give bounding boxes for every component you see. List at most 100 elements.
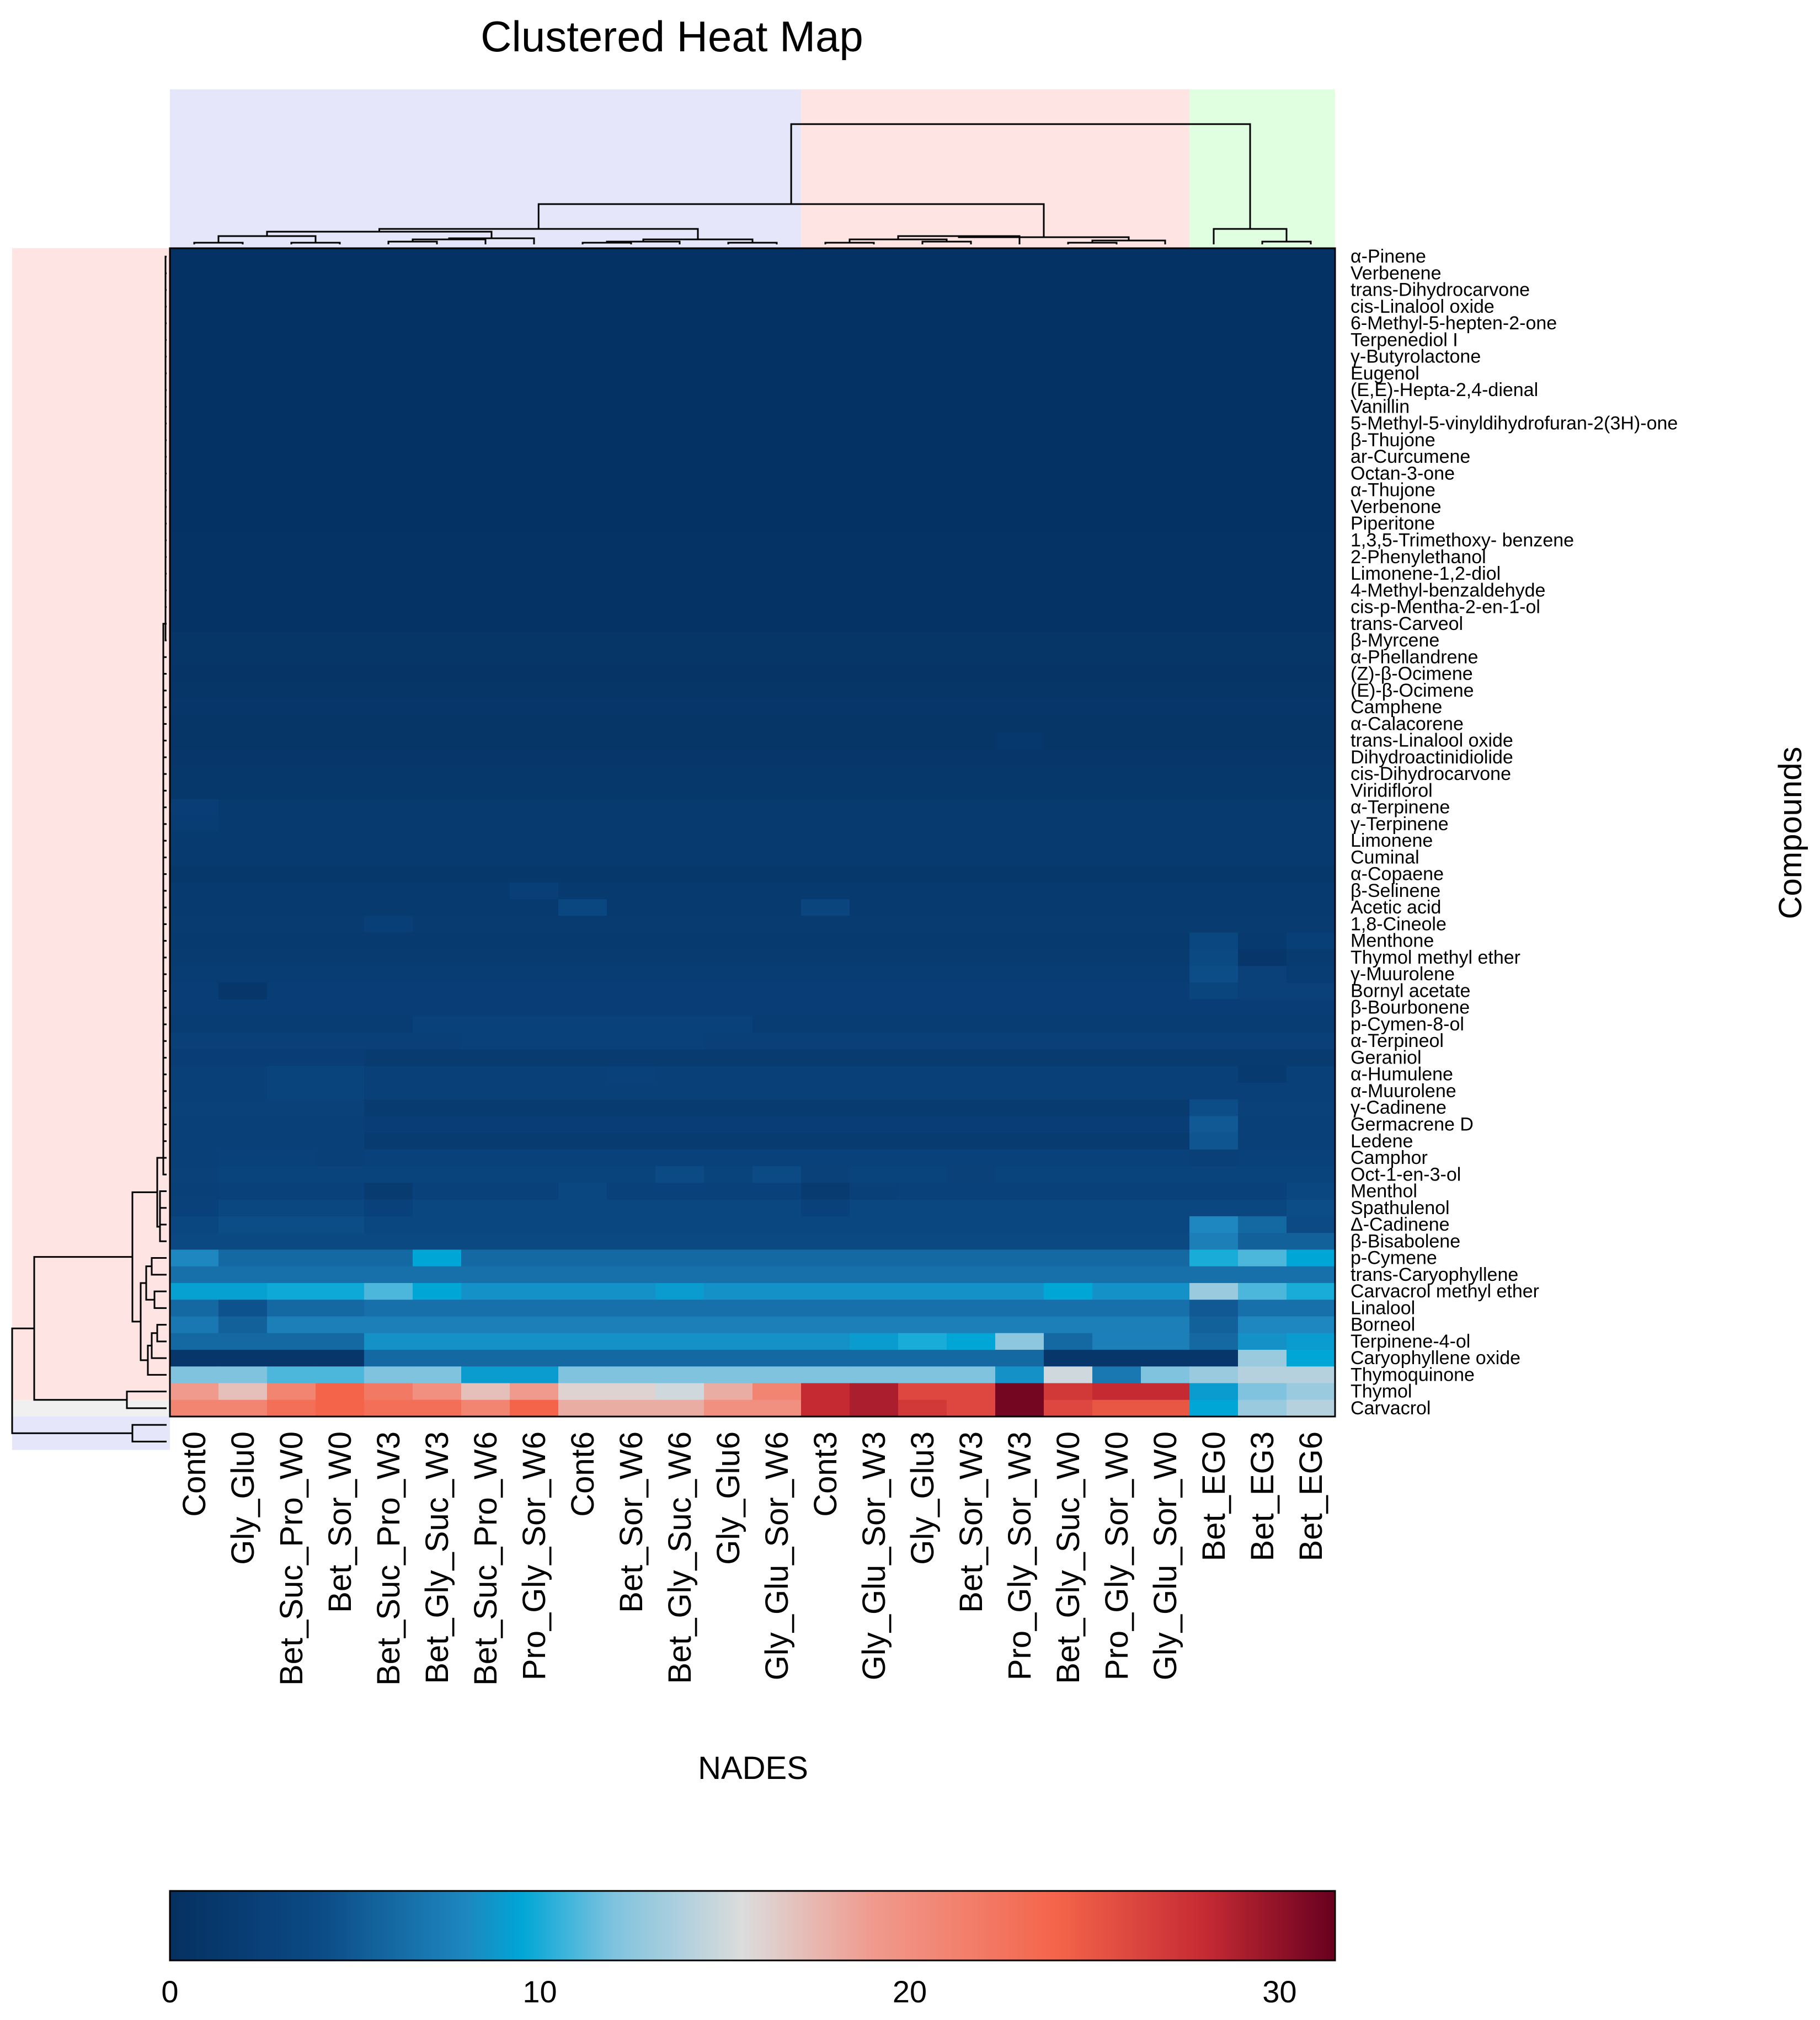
heatmap-cell <box>364 1132 413 1150</box>
row-label: β-Bisabolene <box>1351 1231 1460 1252</box>
heatmap-cell <box>170 782 219 800</box>
heatmap-cell <box>170 332 219 349</box>
heatmap-cell <box>1141 782 1190 800</box>
heatmap-cell <box>558 532 607 549</box>
heatmap-cell <box>1092 1266 1141 1284</box>
heatmap-cell <box>170 1116 219 1134</box>
heatmap-cell <box>1287 832 1336 849</box>
heatmap-cell <box>704 382 753 399</box>
heatmap-cell <box>1287 1132 1336 1150</box>
heatmap-cell <box>752 315 802 332</box>
heatmap-cell <box>1044 665 1093 683</box>
row-label: Limonene <box>1351 830 1433 851</box>
heatmap-cell <box>1189 1216 1239 1233</box>
heatmap-cell <box>898 1399 947 1417</box>
heatmap-cell <box>1238 582 1287 599</box>
heatmap-cell <box>413 315 462 332</box>
heatmap-cell <box>704 1099 753 1116</box>
heatmap-cell <box>170 916 219 933</box>
heatmap-cell <box>413 649 462 666</box>
heatmap-cell <box>1287 1016 1336 1033</box>
heatmap-cell <box>655 1199 704 1217</box>
heatmap-cell <box>461 1116 510 1134</box>
heatmap-cell <box>655 782 704 800</box>
heatmap-cell <box>655 1300 704 1317</box>
heatmap-cell <box>655 1349 704 1367</box>
heatmap-cell <box>461 1132 510 1150</box>
heatmap-cells <box>170 248 1336 1417</box>
heatmap-cell <box>947 515 996 532</box>
heatmap-cell <box>1092 1132 1141 1150</box>
heatmap-cell <box>655 332 704 349</box>
heatmap-cell <box>752 1266 802 1284</box>
dendrogram-link <box>159 1212 167 1242</box>
heatmap-cell <box>801 949 850 966</box>
heatmap-cell <box>170 548 219 566</box>
heatmap-cell <box>267 265 316 282</box>
heatmap-cell <box>413 348 462 366</box>
row-label: 6-Methyl-5-hepten-2-one <box>1351 313 1557 334</box>
heatmap-cell <box>1287 665 1336 683</box>
heatmap-cell <box>461 849 510 867</box>
heatmap-cell <box>267 899 316 916</box>
heatmap-cell <box>170 448 219 466</box>
heatmap-cell <box>558 632 607 649</box>
heatmap-cell <box>1141 1132 1190 1150</box>
heatmap-cell <box>1044 332 1093 349</box>
heatmap-cell <box>752 982 802 1000</box>
heatmap-cell <box>558 1282 607 1300</box>
heatmap-cell <box>461 665 510 683</box>
heatmap-cell <box>461 382 510 399</box>
heatmap-cell <box>1287 966 1336 983</box>
heatmap-cell <box>316 1333 365 1350</box>
heatmap-cell <box>655 698 704 716</box>
heatmap-cell <box>898 966 947 983</box>
heatmap-cell <box>1044 398 1093 416</box>
heatmap-cell <box>704 1300 753 1317</box>
heatmap-cell <box>558 265 607 282</box>
heatmap-cell <box>850 899 899 916</box>
heatmap-cell <box>947 966 996 983</box>
heatmap-cell <box>1287 615 1336 633</box>
heatmap-cell <box>1044 598 1093 616</box>
heatmap-cell <box>364 832 413 849</box>
heatmap-cell <box>752 782 802 800</box>
heatmap-cell <box>267 565 316 583</box>
heatmap-cell <box>1141 1316 1190 1334</box>
heatmap-cell <box>1092 1166 1141 1183</box>
heatmap-cell <box>267 1183 316 1200</box>
colorbar-tick-label: 20 <box>893 1974 927 2009</box>
heatmap-cell <box>801 415 850 432</box>
heatmap-cell <box>1092 665 1141 683</box>
row-label: trans-Linalool oxide <box>1351 730 1513 751</box>
heatmap-cell <box>1141 548 1190 566</box>
heatmap-cell <box>607 548 656 566</box>
heatmap-cell <box>267 1266 316 1284</box>
heatmap-cell <box>316 582 365 599</box>
heatmap-cell <box>947 916 996 933</box>
heatmap-cell <box>413 415 462 432</box>
heatmap-cell <box>947 799 996 816</box>
row-label: β-Thujone <box>1351 430 1435 451</box>
y-axis-label: Compounds <box>1773 747 1808 920</box>
heatmap-cell <box>558 732 607 750</box>
heatmap-cell <box>995 1049 1044 1067</box>
heatmap-cell <box>316 465 365 483</box>
heatmap-cell <box>704 815 753 833</box>
heatmap-cell <box>607 932 656 950</box>
heatmap-cell <box>1287 682 1336 699</box>
heatmap-cell <box>218 1033 268 1050</box>
heatmap-cell <box>995 1249 1044 1267</box>
heatmap-cell <box>170 682 219 699</box>
heatmap-cell <box>558 1300 607 1317</box>
heatmap-cell <box>607 1199 656 1217</box>
heatmap-cell <box>170 1082 219 1100</box>
heatmap-cell <box>1189 1149 1239 1167</box>
heatmap-cell <box>1287 949 1336 966</box>
heatmap-cell <box>995 1082 1044 1100</box>
heatmap-cell <box>1141 465 1190 483</box>
heatmap-cell <box>461 248 510 265</box>
heatmap-cell <box>1044 565 1093 583</box>
heatmap-cell <box>1092 482 1141 499</box>
heatmap-cell <box>364 1033 413 1050</box>
